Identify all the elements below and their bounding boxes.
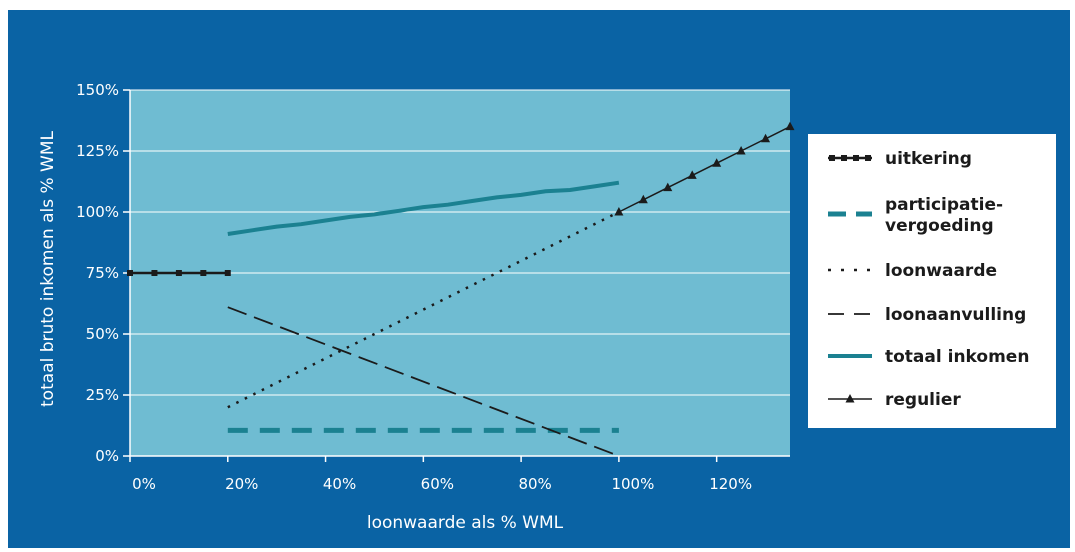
x-tick-label: 80% [518, 475, 551, 493]
data-point [638, 194, 648, 204]
x-tick-label: 60% [421, 475, 454, 493]
data-point [224, 270, 231, 276]
data-point [761, 133, 771, 143]
data-point [127, 270, 133, 276]
x-tick-label: 0% [132, 475, 156, 493]
legend-label: totaal inkomen [885, 347, 1029, 367]
y-tick-label: 0% [95, 447, 119, 465]
series-group [127, 121, 795, 457]
series-line [227, 180, 620, 236]
data-point [663, 182, 673, 192]
y-tick-label: 125% [76, 142, 119, 160]
data-point [712, 158, 722, 167]
axes: 0% 25% 50% 75% 100% 125% 150% 0% 20% 40% 60% 80% 100… [76, 81, 790, 493]
legend-marker [829, 155, 835, 161]
data-point [614, 207, 624, 216]
x-tick-label: 20% [225, 475, 258, 493]
y-tick-label: 75% [86, 264, 119, 282]
legend-marker [845, 394, 855, 403]
legend-marker [865, 155, 871, 161]
legend-marker [841, 155, 847, 161]
y-axis-title: totaal bruto inkomen als % WML [38, 130, 58, 406]
data-point [200, 270, 207, 276]
data-point [785, 121, 795, 131]
legend-label: uitkering [885, 149, 972, 169]
data-point [736, 146, 746, 155]
data-point [687, 170, 697, 179]
legend: uitkering participatie-vergoeding loonwaar… [808, 134, 1056, 428]
data-point [151, 270, 158, 276]
x-axis-title: loonwaarde als % WML [367, 513, 564, 533]
series-line [227, 306, 620, 457]
legend-label: participatie-vergoeding [885, 195, 1003, 236]
legend-label: regulier [885, 390, 961, 410]
data-point [175, 270, 182, 276]
y-tick-label: 150% [76, 81, 119, 99]
gridlines [130, 89, 790, 396]
x-tick-label: 100% [611, 475, 654, 493]
x-tick-label: 120% [709, 475, 752, 493]
y-tick-label: 50% [86, 325, 119, 343]
legend-marker [853, 155, 859, 161]
legend-label: loonwaarde [885, 261, 997, 281]
y-tick-label: 25% [86, 386, 119, 404]
x-tick-label: 40% [323, 475, 356, 493]
legend-box [808, 134, 1056, 428]
legend-label: loonaanvulling [885, 305, 1026, 325]
series-line [618, 125, 791, 213]
series-line [227, 210, 620, 409]
y-tick-label: 100% [76, 203, 119, 221]
